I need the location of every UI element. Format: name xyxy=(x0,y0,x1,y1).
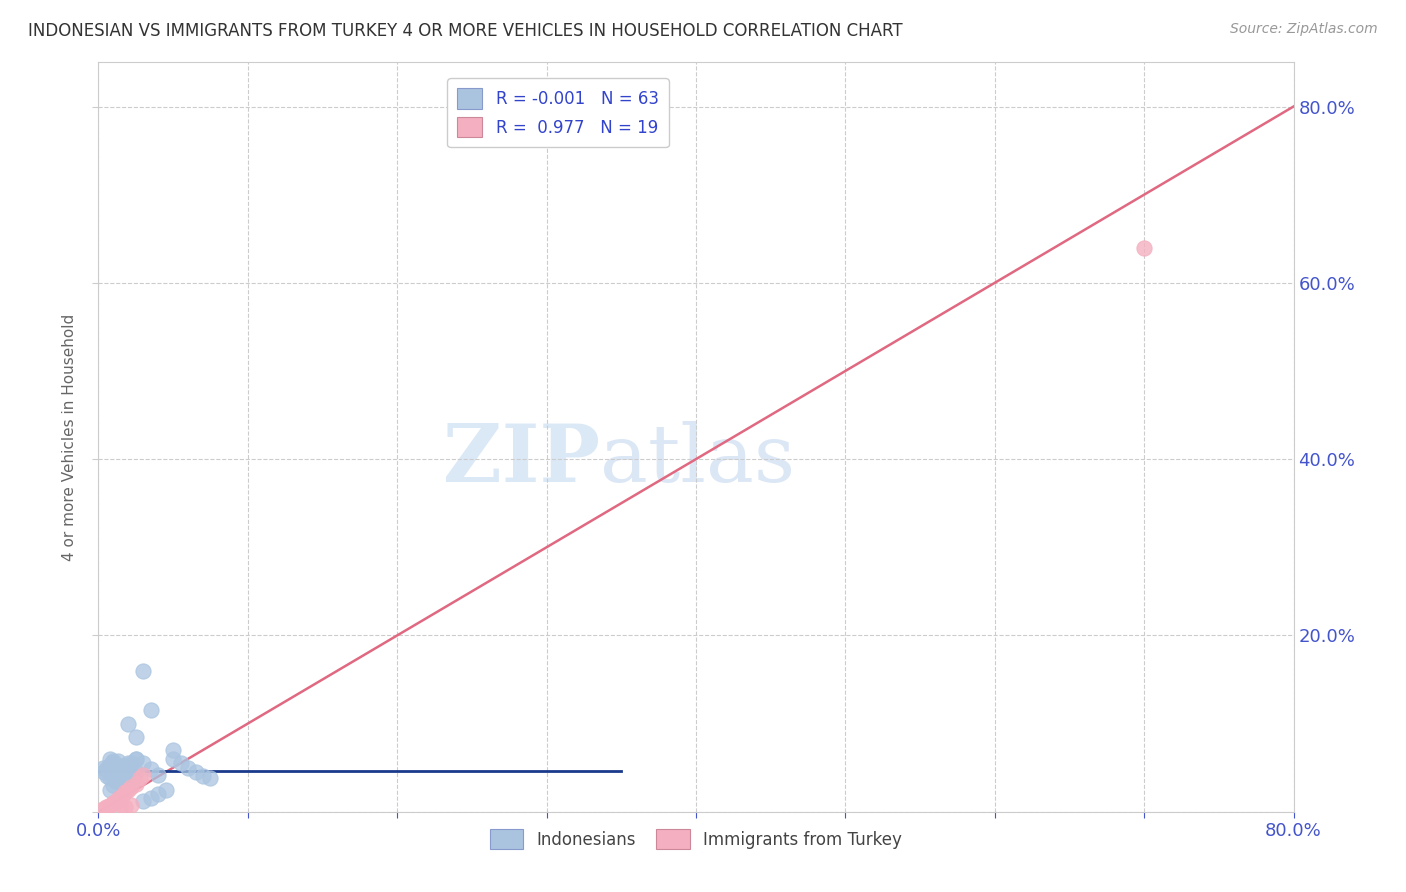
Point xyxy=(101,797,124,811)
Point xyxy=(111,789,134,803)
Point xyxy=(120,756,142,771)
Text: atlas: atlas xyxy=(600,420,796,499)
Point xyxy=(125,776,148,790)
Point xyxy=(97,759,120,773)
Point xyxy=(117,761,139,775)
Point xyxy=(105,773,128,788)
Point xyxy=(148,767,170,781)
Point xyxy=(103,767,125,781)
Point xyxy=(97,798,120,813)
Point xyxy=(98,771,122,785)
Point xyxy=(111,765,134,780)
Point xyxy=(148,787,170,801)
Y-axis label: 4 or more Vehicles in Household: 4 or more Vehicles in Household xyxy=(62,313,77,561)
Point xyxy=(114,761,136,775)
Point xyxy=(124,771,146,785)
Point xyxy=(107,767,129,781)
Point xyxy=(108,766,131,780)
Point xyxy=(103,754,125,768)
Point xyxy=(114,800,136,814)
Point xyxy=(94,763,117,777)
Point xyxy=(110,759,132,773)
Point xyxy=(107,754,129,768)
Point xyxy=(114,771,136,785)
Point xyxy=(105,796,128,810)
Point xyxy=(111,763,134,777)
Point xyxy=(101,756,124,771)
Point xyxy=(139,763,162,777)
Point xyxy=(177,761,200,775)
Point xyxy=(125,765,148,780)
Legend: Indonesians, Immigrants from Turkey: Indonesians, Immigrants from Turkey xyxy=(484,822,908,855)
Point xyxy=(120,797,142,812)
Point xyxy=(132,767,155,781)
Point xyxy=(98,752,122,766)
Point xyxy=(98,782,122,797)
Point xyxy=(184,765,207,780)
Point xyxy=(125,730,148,744)
Point xyxy=(121,769,143,783)
Point xyxy=(108,791,131,805)
Point xyxy=(125,752,148,766)
Point xyxy=(115,759,138,773)
Text: ZIP: ZIP xyxy=(443,420,600,499)
Point xyxy=(1133,241,1156,255)
Point xyxy=(117,767,139,781)
Point xyxy=(120,780,142,794)
Point xyxy=(104,763,127,777)
Point xyxy=(114,769,136,783)
Point xyxy=(191,769,214,783)
Point xyxy=(104,761,127,775)
Point xyxy=(91,802,114,816)
Point xyxy=(94,800,117,814)
Point xyxy=(162,752,184,766)
Point xyxy=(110,797,132,812)
Point xyxy=(112,766,135,780)
Text: INDONESIAN VS IMMIGRANTS FROM TURKEY 4 OR MORE VEHICLES IN HOUSEHOLD CORRELATION: INDONESIAN VS IMMIGRANTS FROM TURKEY 4 O… xyxy=(28,22,903,40)
Point xyxy=(93,765,115,780)
Point xyxy=(115,771,138,785)
Point xyxy=(162,743,184,757)
Point xyxy=(111,761,134,775)
Point xyxy=(101,756,124,771)
Point xyxy=(139,703,162,717)
Point xyxy=(118,763,141,777)
Point xyxy=(132,794,155,808)
Point xyxy=(200,771,222,785)
Point xyxy=(169,756,191,771)
Point xyxy=(132,756,155,771)
Point xyxy=(125,752,148,766)
Point xyxy=(117,782,139,797)
Point xyxy=(105,794,128,808)
Point xyxy=(132,664,155,678)
Point xyxy=(155,782,177,797)
Point xyxy=(91,761,114,775)
Point xyxy=(108,769,131,783)
Point xyxy=(103,778,125,792)
Point xyxy=(114,785,136,799)
Point xyxy=(129,771,152,785)
Text: Source: ZipAtlas.com: Source: ZipAtlas.com xyxy=(1230,22,1378,37)
Point xyxy=(110,769,132,783)
Point xyxy=(105,765,128,780)
Point xyxy=(117,716,139,731)
Point xyxy=(117,756,139,771)
Point xyxy=(139,791,162,805)
Point xyxy=(112,765,135,780)
Point xyxy=(103,796,125,810)
Point xyxy=(96,769,118,783)
Point xyxy=(105,773,128,788)
Point xyxy=(108,771,131,785)
